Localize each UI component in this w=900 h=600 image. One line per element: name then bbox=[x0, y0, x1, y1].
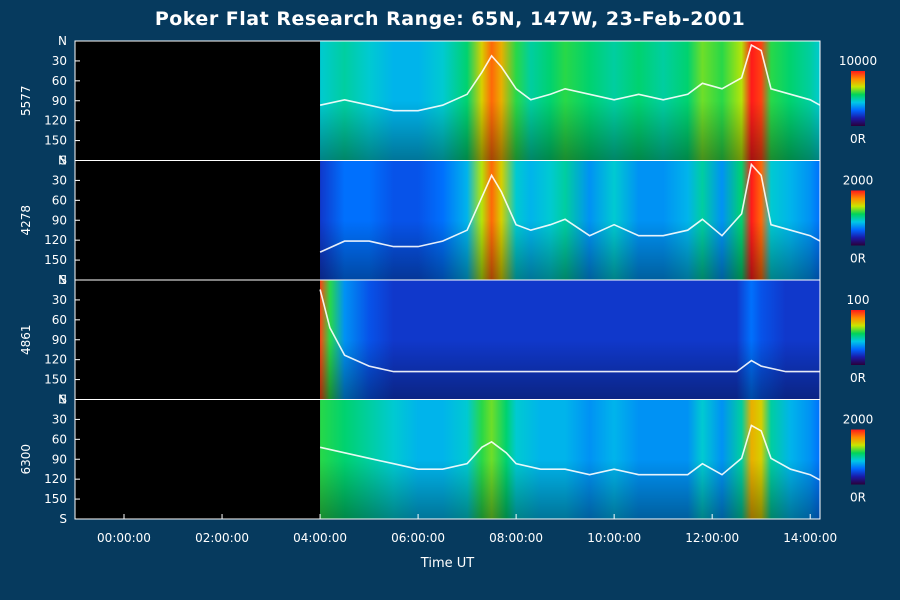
colorbar-min-label: 0R bbox=[850, 252, 866, 266]
x-tick-label: 00:00:00 bbox=[97, 531, 151, 545]
y-tick-label: 120 bbox=[44, 472, 67, 486]
y-tick-label: 150 bbox=[44, 134, 67, 148]
colorbar-min-label: 0R bbox=[850, 491, 866, 505]
y-tick-label: 90 bbox=[52, 213, 67, 227]
panel-label-4861: 4861 bbox=[19, 324, 33, 355]
colorbar-max-label: 10000 bbox=[839, 54, 877, 68]
contour-5577 bbox=[319, 43, 821, 112]
panel-6300: N 30 60 90 120 150 S 6300 2000 0R bbox=[19, 393, 873, 527]
colorbar-min-label: 0R bbox=[850, 371, 866, 385]
panel-label-4278: 4278 bbox=[19, 205, 33, 236]
y-tick-label: 150 bbox=[44, 373, 67, 387]
y-tick-label: N bbox=[58, 34, 67, 48]
shading-overlay bbox=[320, 160, 820, 280]
y-tick-label: S bbox=[59, 273, 67, 287]
y-tick-label: 60 bbox=[52, 432, 67, 446]
x-tick-label: 08:00:00 bbox=[489, 531, 543, 545]
y-tick-label: 90 bbox=[52, 94, 67, 108]
colorbar-4861 bbox=[851, 310, 865, 365]
contour-4278 bbox=[319, 162, 821, 253]
panels-group: N 30 60 90 120 150 S 5577 10000 0R N 30 60 90 120 150 S 4… bbox=[19, 34, 877, 526]
y-tick-label: S bbox=[59, 393, 67, 407]
y-tick-label: 120 bbox=[44, 353, 67, 367]
colorbar-max-label: 2000 bbox=[843, 413, 874, 427]
colorbar-min-label: 0R bbox=[850, 132, 866, 146]
y-tick-label: 90 bbox=[52, 333, 67, 347]
panel-label-6300: 6300 bbox=[19, 444, 33, 475]
x-tick-label: 02:00:00 bbox=[195, 531, 249, 545]
colorbar-max-label: 100 bbox=[847, 293, 870, 307]
y-tick-label: 150 bbox=[44, 492, 67, 506]
x-tick-label: 06:00:00 bbox=[391, 531, 445, 545]
colorbar-6300 bbox=[851, 429, 865, 485]
y-tick-label: 60 bbox=[52, 74, 67, 88]
y-tick-label: 30 bbox=[52, 293, 67, 307]
no-data-region bbox=[75, 399, 321, 519]
no-data-region bbox=[75, 41, 321, 161]
y-tick-label: S bbox=[59, 512, 67, 526]
contour-6300 bbox=[319, 424, 821, 481]
panel-label-5577: 5577 bbox=[19, 85, 33, 116]
y-tick-label: 30 bbox=[52, 412, 67, 426]
no-data-region bbox=[75, 160, 321, 280]
y-tick-label: 120 bbox=[44, 114, 67, 128]
y-tick-label: N bbox=[58, 273, 67, 287]
y-tick-label: N bbox=[58, 393, 67, 407]
panel-4861: N 30 60 90 120 150 S 4861 100 0R bbox=[19, 273, 869, 407]
y-tick-label: S bbox=[59, 154, 67, 168]
y-tick-label: 30 bbox=[52, 173, 67, 187]
chart-title: Poker Flat Research Range: 65N, 147W, 23… bbox=[154, 8, 746, 30]
x-tick-label: 14:00:00 bbox=[783, 531, 837, 545]
x-tick-label: 04:00:00 bbox=[293, 531, 347, 545]
colorbar-max-label: 2000 bbox=[843, 174, 874, 188]
panel-4278: N 30 60 90 120 150 S 4278 2000 0R bbox=[19, 154, 873, 288]
x-axis: 00:00:00 02:00:00 04:00:00 06:00:00 08:00:00… bbox=[97, 514, 837, 545]
y-tick-label: 120 bbox=[44, 233, 67, 247]
shading-overlay bbox=[320, 280, 820, 400]
panel-5577: N 30 60 90 120 150 S 5577 10000 0R bbox=[19, 34, 877, 168]
shading-overlay bbox=[320, 399, 820, 519]
y-tick-label: 90 bbox=[52, 452, 67, 466]
x-axis-label: Time UT bbox=[420, 556, 475, 571]
shading-overlay bbox=[320, 41, 820, 161]
y-tick-label: 150 bbox=[44, 253, 67, 267]
y-tick-label: 30 bbox=[52, 54, 67, 68]
x-tick-label: 12:00:00 bbox=[685, 531, 739, 545]
contour-4861 bbox=[319, 289, 820, 373]
no-data-region bbox=[75, 280, 321, 400]
x-tick-label: 10:00:00 bbox=[587, 531, 641, 545]
colorbar-5577 bbox=[851, 71, 865, 126]
y-tick-label: 60 bbox=[52, 193, 67, 207]
y-tick-label: 60 bbox=[52, 313, 67, 327]
y-tick-label: N bbox=[58, 154, 67, 168]
colorbar-4278 bbox=[851, 190, 865, 246]
